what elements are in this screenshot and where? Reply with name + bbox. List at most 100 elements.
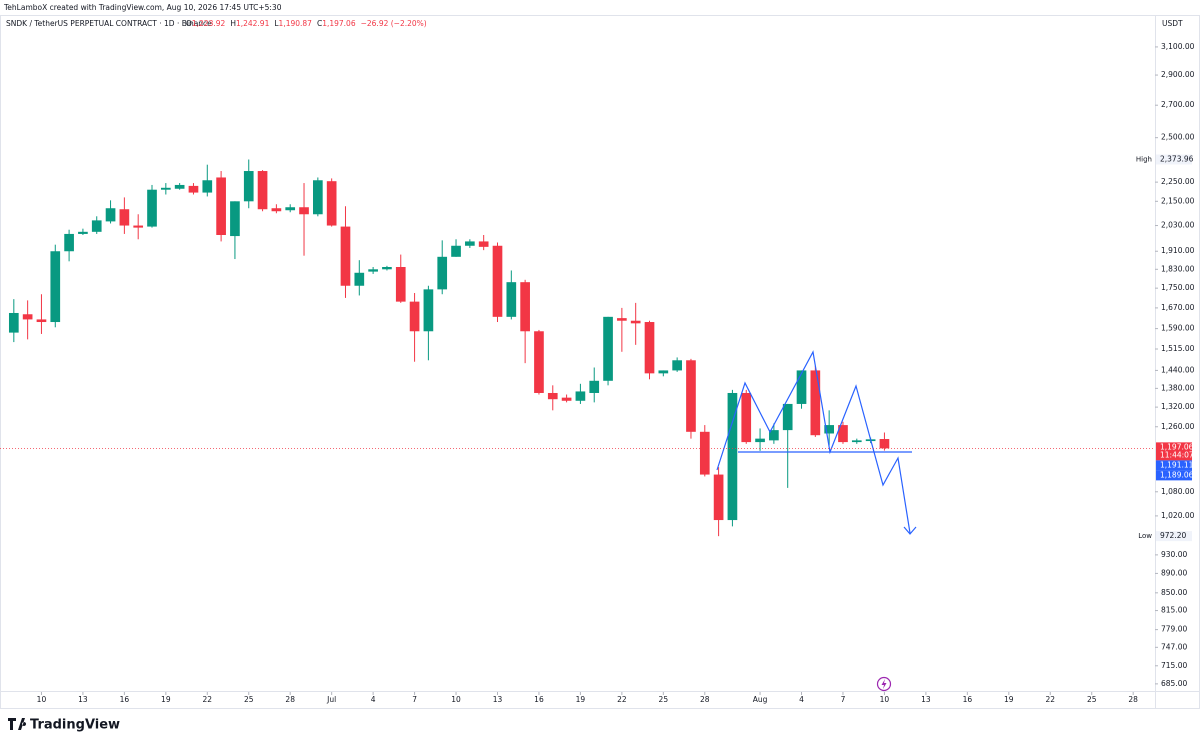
marker-label: High (1136, 156, 1152, 164)
candle-body (547, 392, 558, 400)
legend-key: O (186, 19, 192, 28)
x-tick-label: 22 (1045, 695, 1055, 704)
y-tick-label: 1,020.00 (1161, 511, 1195, 520)
candle-body (119, 209, 130, 226)
candle-body (782, 403, 793, 431)
marker-box (1156, 154, 1192, 165)
candle-body (741, 392, 752, 443)
x-tick-label: 16 (534, 695, 544, 704)
x-tick-label: 19 (1004, 695, 1014, 704)
y-tick-label: 1,910.00 (1161, 246, 1195, 255)
legend-key: L (274, 19, 279, 28)
marker-label: Low (1138, 532, 1152, 540)
legend-value: 1,197.06 (322, 19, 356, 28)
x-tick-label: 13 (493, 695, 503, 704)
marker-box (1156, 531, 1192, 542)
candle-body (299, 207, 309, 215)
candle-body (313, 180, 323, 215)
candle-body (202, 180, 213, 193)
x-tick-label: 4 (799, 695, 804, 704)
y-tick-label: 2,900.00 (1161, 70, 1195, 79)
arrow-head (903, 526, 917, 535)
candle-body (50, 251, 61, 323)
x-tick-label: 22 (203, 695, 213, 704)
y-tick-label: 1,080.00 (1161, 487, 1195, 496)
alert-icon (876, 676, 892, 692)
pattern-drawing (716, 350, 917, 535)
candle-body (617, 318, 627, 321)
quote-box (1156, 470, 1192, 481)
x-tick-label: 25 (1087, 695, 1097, 704)
x-tick-label: 10 (37, 695, 47, 704)
candle-body (64, 233, 74, 252)
candle-body (575, 391, 586, 401)
x-tick-label: 22 (617, 695, 627, 704)
candle-body (188, 185, 199, 193)
watermark: TehLamboX created with TradingView.com, … (3, 3, 282, 12)
legend-value: 1,190.87 (279, 19, 313, 28)
y-tick-label: 1,515.00 (1161, 344, 1195, 353)
x-tick-label: 4 (371, 695, 376, 704)
candle-body (437, 256, 448, 290)
y-tick-label: 815.00 (1161, 606, 1187, 615)
candle-body (36, 319, 47, 323)
y-tick-label: 747.00 (1161, 642, 1187, 651)
y-tick-label: 1,670.00 (1161, 303, 1195, 312)
candle-body (879, 439, 890, 449)
y-tick-label: 1,380.00 (1161, 383, 1195, 392)
legend-key: C (317, 19, 322, 28)
candle-body (354, 272, 365, 286)
candle-body (174, 184, 185, 189)
x-tick-label: 25 (659, 695, 669, 704)
legend-value: 1,223.92 (192, 19, 226, 28)
y-tick-label: 1,830.00 (1161, 264, 1195, 273)
candle-body (382, 267, 392, 270)
candle-body (838, 425, 848, 443)
candle-body (520, 282, 530, 332)
candle-body (423, 289, 434, 332)
candle-body (561, 397, 572, 401)
x-tick-label: 10 (880, 695, 890, 704)
candle-body (589, 380, 600, 393)
candle-body (658, 370, 669, 374)
y-tick-label: 3,100.00 (1161, 42, 1195, 51)
x-tick-label: 19 (161, 695, 171, 704)
candle-body (796, 370, 807, 404)
x-tick-label: Jul (326, 695, 336, 704)
x-tick-label: 13 (921, 695, 931, 704)
chart-title: SNDK / TetherUS PERPETUAL CONTRACT · 1D … (6, 19, 212, 28)
candle-body (78, 231, 88, 234)
candle-body (603, 316, 613, 381)
x-tick-label: 7 (841, 695, 846, 704)
candle-body (133, 225, 144, 228)
candle-body (755, 438, 765, 443)
x-tick-label: 25 (244, 695, 254, 704)
x-tick-label: 10 (451, 695, 461, 704)
y-tick-label: 685.00 (1161, 679, 1187, 688)
quote-label: 1,189.06 (1160, 470, 1194, 479)
candle-body (395, 267, 406, 302)
legend-key: H (230, 19, 236, 28)
candle-body (271, 208, 282, 212)
quote-label: 1,191.11 (1160, 460, 1194, 469)
candle-body (147, 189, 157, 227)
candle-body (465, 241, 475, 246)
candle-body (22, 314, 33, 320)
x-tick-label: 13 (78, 695, 88, 704)
candle-body (713, 474, 724, 521)
y-tick-label: 1,590.00 (1161, 324, 1195, 333)
candle-body (160, 187, 171, 190)
quote-box (1156, 460, 1192, 471)
x-tick-label: 7 (412, 695, 417, 704)
x-tick-label: 28 (285, 695, 295, 704)
last-price-box (1156, 442, 1192, 461)
candle-body (368, 269, 378, 272)
candle-body (340, 226, 351, 286)
candle-body (409, 301, 420, 332)
y-tick-label: 1,320.00 (1161, 402, 1195, 411)
y-tick-label: 930.00 (1161, 550, 1187, 559)
candle-body (230, 201, 240, 237)
last-price-label: 1,197.06 (1160, 442, 1194, 451)
candle-body (451, 245, 461, 257)
